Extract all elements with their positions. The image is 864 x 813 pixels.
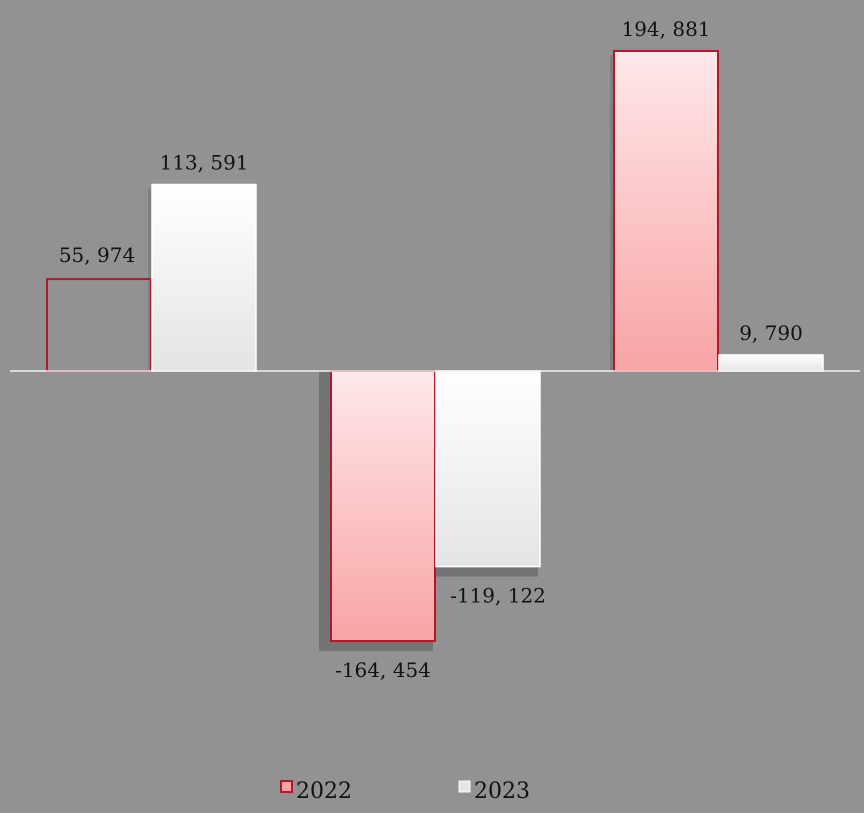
bar-2022-2: [330, 370, 436, 643]
data-label-2022-3: 194, 881: [621, 17, 710, 41]
data-label-2023-1: 113, 591: [159, 150, 248, 174]
bar-2023-3: [718, 354, 824, 372]
legend-swatch-2022: [280, 780, 293, 793]
legend: 2022 2023: [280, 779, 530, 804]
legend-label-2022: 2022: [296, 779, 352, 804]
data-label-2022-1: 55, 974: [59, 243, 135, 267]
data-label-2023-2: -119, 122: [450, 584, 546, 608]
data-label-2022-2: -164, 454: [335, 658, 431, 682]
bar-2023-1: [151, 183, 257, 372]
bar-2022-1: [46, 278, 152, 372]
data-label-2023-3: 9, 790: [739, 321, 803, 345]
legend-label-2023: 2023: [474, 779, 530, 804]
bar-2022-3: [613, 50, 719, 372]
data-labels: 55, 974 -164, 454 194, 881 113, 591 -119, 12…: [59, 17, 803, 682]
legend-swatch-2023: [458, 780, 471, 793]
bar-shadow: [610, 55, 614, 371]
bars: [46, 50, 824, 643]
bar-2023-2: [435, 370, 541, 568]
